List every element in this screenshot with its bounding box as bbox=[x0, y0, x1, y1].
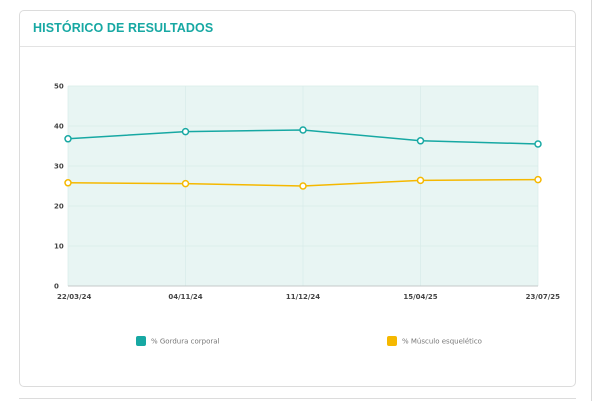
next-card-edge bbox=[19, 398, 576, 419]
data-point bbox=[299, 126, 307, 134]
data-point bbox=[534, 140, 542, 148]
data-point bbox=[64, 179, 72, 187]
series-lines bbox=[64, 126, 542, 190]
x-tick-label: 22/03/24 bbox=[57, 293, 91, 301]
y-tick-label: 40 bbox=[54, 123, 64, 131]
y-axis-ticks: 0 10 20 30 40 50 bbox=[54, 83, 64, 291]
x-tick-label: 04/11/24 bbox=[168, 293, 202, 301]
card-title: HISTÓRICO DE RESULTADOS bbox=[33, 21, 214, 35]
legend-label: % Gordura corporal bbox=[151, 338, 220, 346]
y-tick-label: 50 bbox=[54, 83, 64, 91]
data-point bbox=[64, 135, 72, 143]
x-tick-label: 23/07/25 bbox=[526, 293, 560, 301]
data-point bbox=[416, 176, 425, 185]
legend-swatch bbox=[136, 336, 146, 346]
grid-lines bbox=[67, 85, 539, 287]
data-point bbox=[416, 137, 425, 145]
y-tick-label: 0 bbox=[54, 283, 59, 291]
x-tick-label: 11/12/24 bbox=[286, 293, 320, 301]
x-tick-label: 15/04/25 bbox=[403, 293, 437, 301]
y-tick-label: 10 bbox=[54, 243, 64, 251]
results-line-chart: 0 10 20 30 40 50 22/03/24 04/11/24 11/12/24 15/0… bbox=[54, 83, 560, 346]
data-point bbox=[181, 127, 190, 136]
data-point bbox=[534, 175, 542, 184]
x-axis-ticks: 22/03/24 04/11/24 11/12/24 15/04/25 23/07/25 bbox=[57, 293, 560, 301]
page-scrollbar-edge bbox=[591, 0, 592, 401]
data-point bbox=[299, 182, 307, 190]
legend-swatch bbox=[387, 336, 397, 346]
chart-legend: % Gordura corporal % Músculo esquelético bbox=[136, 336, 482, 346]
y-tick-label: 20 bbox=[54, 203, 64, 211]
y-tick-label: 30 bbox=[54, 163, 64, 171]
data-point bbox=[181, 179, 190, 188]
card-header: HISTÓRICO DE RESULTADOS bbox=[20, 11, 575, 47]
legend-label: % Músculo esquelético bbox=[402, 338, 482, 346]
